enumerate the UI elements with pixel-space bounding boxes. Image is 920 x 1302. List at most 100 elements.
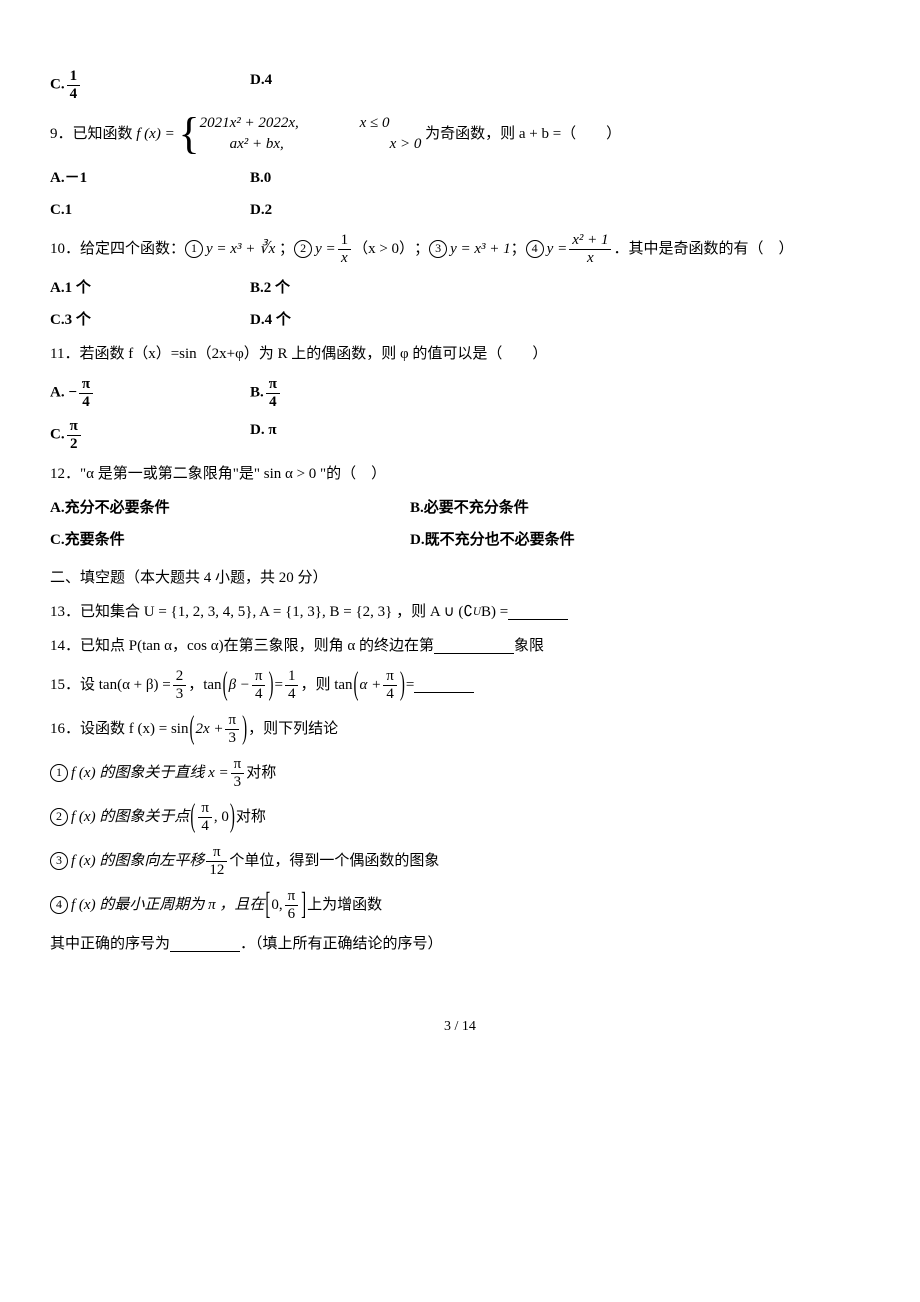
q12-options-ab: A.充分不必要条件 B.必要不充分条件: [50, 496, 870, 520]
q12-option-a: A.充分不必要条件: [50, 496, 410, 520]
text: =: [274, 673, 282, 697]
circled-3: 3: [50, 852, 68, 870]
text: , 0: [214, 805, 229, 829]
q8-option-c: C.14: [50, 68, 250, 102]
fraction: π4: [79, 376, 93, 410]
q8-options-cd: C.14 D.4: [50, 68, 870, 102]
q8-option-d: D.4: [250, 68, 450, 102]
q9-stem: 9．已知函数 f (x) = { 2021x² + 2022x,x ≤ 0 ax…: [50, 112, 870, 156]
fraction: 1x: [338, 232, 352, 266]
q11-options-cd: C.π2 D. π: [50, 418, 870, 452]
q12-option-c: C.充要条件: [50, 528, 410, 552]
text: 15．设 tan(α + β) =: [50, 673, 171, 697]
fraction: 23: [173, 668, 187, 702]
cond: （x > 0）: [353, 237, 414, 261]
expr: f (x) =: [136, 122, 174, 146]
cond: x ≤ 0: [360, 113, 390, 134]
expr: y = x³ + ∛x: [206, 237, 275, 261]
circled-3: 3: [429, 240, 447, 258]
q10-option-b: B.2 个: [250, 276, 450, 300]
text: ．（填上所有正确结论的序号）: [240, 932, 443, 956]
q9-option-d: D.2: [250, 198, 450, 222]
blank: [508, 604, 568, 620]
fraction: π4: [266, 376, 280, 410]
q9-option-c: C.1: [50, 198, 250, 222]
q16-statement-3: 3 f (x) 的图象向左平移 π12 个单位，得到一个偶函数的图象: [50, 844, 870, 878]
text: ，tan: [188, 673, 221, 697]
text: f (x) 的图象关于直线 x =: [71, 761, 229, 785]
q11-option-d: D. π: [250, 418, 450, 452]
text: 为奇函数，则 a + b =（ ）: [425, 122, 621, 146]
text: 0,: [271, 893, 282, 917]
blank: [170, 936, 240, 952]
q10-stem: 10．给定四个函数： 1 y = x³ + ∛x ； 2 y = 1x （x >…: [50, 232, 870, 266]
q10-options-cd: C.3 个 D.4 个: [50, 308, 870, 332]
q10-option-c: C.3 个: [50, 308, 250, 332]
text: 上为增函数: [307, 893, 382, 917]
text: 个单位，得到一个偶函数的图象: [229, 849, 439, 873]
text: 16．设函数 f (x) = sin: [50, 717, 188, 741]
fraction: π3: [231, 756, 245, 790]
fraction: 14: [67, 68, 81, 102]
fraction: π4: [198, 800, 212, 834]
text: f (x) 的图象向左平移: [71, 849, 204, 873]
q10-options-ab: A.1 个 B.2 个: [50, 276, 870, 300]
q10-option-d: D.4 个: [250, 308, 450, 332]
expr: y =: [315, 237, 336, 261]
fraction: π4: [252, 668, 266, 702]
section-2-heading: 二、填空题（本大题共 4 小题，共 20 分）: [50, 566, 870, 590]
fraction: π2: [67, 418, 81, 452]
q11-stem: 11．若函数 f（x）=sin（2x+φ）为 R 上的偶函数，则 φ 的值可以是…: [50, 342, 870, 366]
q11-option-c: C.π2: [50, 418, 250, 452]
label: A. −: [50, 384, 77, 400]
q16-statement-1: 1 f (x) 的图象关于直线 x = π3 对称: [50, 756, 870, 790]
piecewise: { 2021x² + 2022x,x ≤ 0 ax² + bx,x > 0: [178, 112, 421, 156]
text: 对称: [246, 761, 276, 785]
fraction: π12: [206, 844, 227, 878]
q9-options-cd: C.1 D.2: [50, 198, 870, 222]
circled-2: 2: [50, 808, 68, 826]
text: ．其中是奇函数的有（ ）: [613, 237, 793, 261]
fraction: π4: [383, 668, 397, 702]
q12-option-b: B.必要不充分条件: [410, 496, 690, 520]
q15: 15．设 tan(α + β) = 23 ，tan ( β − π4 ) = 1…: [50, 668, 870, 702]
fraction: x² + 1x: [569, 232, 611, 266]
q9-options-ab: A.－1 B.0: [50, 166, 870, 190]
text: 对称: [236, 805, 266, 829]
text: f (x) 的图象关于点: [71, 805, 189, 829]
q16-statement-4: 4 f (x) 的最小正周期为 π ，且在 [ 0, π6 ] 上为增函数: [50, 888, 870, 922]
fraction: π3: [225, 712, 239, 746]
fraction: π6: [285, 888, 299, 922]
text: ，则 tan: [300, 673, 352, 697]
text: 13．已知集合 U = {1, 2, 3, 4, 5}, A = {1, 3},…: [50, 600, 473, 624]
q12-stem: 12．"α 是第一或第二象限角"是" sin α > 0 "的（ ）: [50, 462, 870, 486]
expr: 2x +: [195, 717, 223, 741]
expr: y =: [547, 237, 568, 261]
text: B) =: [481, 600, 508, 624]
q10-option-a: A.1 个: [50, 276, 250, 300]
q11-option-b: B.π4: [250, 376, 450, 410]
label: C.: [50, 426, 65, 442]
option-label: C.: [50, 76, 65, 92]
cond: x > 0: [390, 134, 422, 155]
q9-option-a: A.－1: [50, 166, 250, 190]
blank: [414, 677, 474, 693]
circled-1: 1: [185, 240, 203, 258]
expr: β −: [229, 673, 250, 697]
q16-stem: 16．设函数 f (x) = sin ( 2x + π3 ) ，则下列结论: [50, 712, 870, 746]
expr: y = x³ + 1: [450, 237, 511, 261]
fraction: 14: [285, 668, 299, 702]
q16-statement-2: 2 f (x) 的图象关于点 ( π4 , 0 ) 对称: [50, 800, 870, 834]
q11-options-ab: A. −π4 B.π4: [50, 376, 870, 410]
circled-4: 4: [526, 240, 544, 258]
expr: ax² + bx,: [200, 134, 390, 155]
expr: α +: [360, 673, 382, 697]
expr: 2021x² + 2022x,: [200, 113, 360, 134]
text: f (x) 的最小正周期为 π ，且在: [71, 893, 264, 917]
q9-option-b: B.0: [250, 166, 450, 190]
q16-final: 其中正确的序号为 ．（填上所有正确结论的序号）: [50, 932, 870, 956]
q12-options-cd: C.充要条件 D.既不充分也不必要条件: [50, 528, 870, 552]
label: B.: [250, 384, 264, 400]
circled-2: 2: [294, 240, 312, 258]
text: ，则下列结论: [248, 717, 338, 741]
